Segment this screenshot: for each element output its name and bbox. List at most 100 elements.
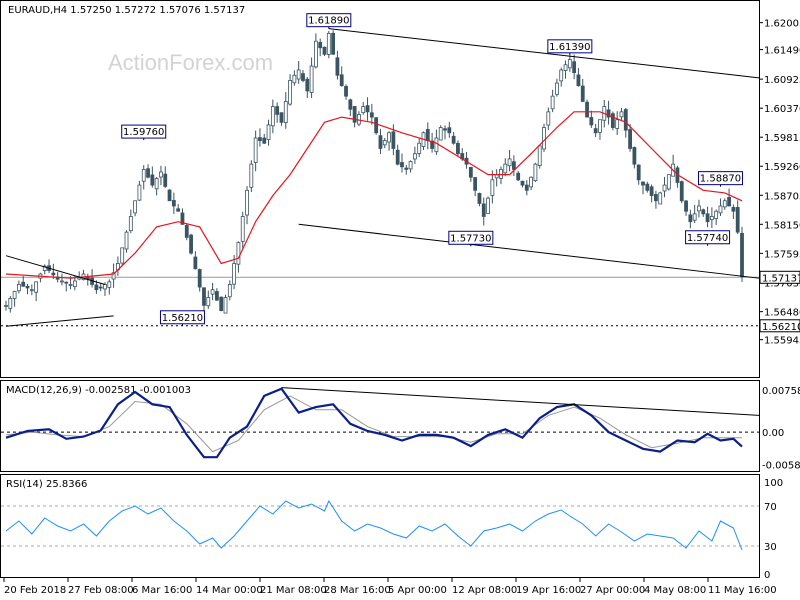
candle [417, 137, 422, 158]
time-tick: 20 Feb 2018 [4, 585, 66, 596]
candle [701, 208, 706, 217]
trendline [298, 223, 760, 279]
macd-tick: 0.007587 [762, 386, 800, 397]
candle [499, 166, 503, 185]
candle [171, 192, 176, 214]
candle [705, 206, 710, 228]
candle [163, 166, 168, 188]
candlestick-series [4, 30, 744, 314]
candle [322, 46, 327, 56]
candle [395, 144, 400, 166]
macd-y-axis: 0.007587 0.00 -0.005853 [762, 386, 800, 472]
candle [8, 296, 13, 313]
candle [240, 211, 245, 250]
candle [438, 125, 443, 141]
candle [124, 230, 129, 253]
candle [167, 189, 172, 202]
candle [279, 112, 284, 126]
candle [688, 209, 693, 229]
candle [232, 255, 237, 290]
level-text: 1.61390 [549, 42, 590, 53]
candle [137, 180, 142, 201]
price-tick: 1.58705 [764, 191, 800, 202]
candle [722, 198, 727, 210]
moving-average-line [5, 111, 743, 279]
candle [262, 133, 267, 144]
candle [619, 107, 624, 121]
level-label: 1.59760 [121, 124, 167, 141]
candle [666, 174, 671, 191]
current-price-tag: 1.57137 [759, 270, 800, 284]
candle [184, 223, 189, 241]
candle [649, 184, 654, 203]
candle [326, 31, 331, 59]
candle [159, 165, 163, 186]
watermark: ActionForex.com [108, 50, 273, 75]
level-label: 1.57730 [448, 230, 494, 247]
price-tick: 1.59260 [764, 162, 800, 173]
level-text: 1.57740 [687, 233, 728, 244]
candle [120, 247, 125, 267]
candle [98, 282, 103, 292]
candle [275, 102, 280, 123]
trendline [5, 255, 106, 285]
candle [740, 226, 744, 282]
level-label: 1.57740 [685, 230, 731, 246]
candle [309, 57, 314, 99]
candle [400, 153, 404, 173]
candle [141, 165, 146, 190]
candle [550, 89, 555, 113]
candle [21, 276, 26, 287]
time-tick: 5 Apr 00:00 [388, 585, 447, 596]
support-price-tag: 1.56210 [759, 319, 800, 333]
candle [714, 209, 719, 225]
candle [17, 280, 21, 294]
candle [296, 60, 301, 84]
candle [210, 282, 215, 301]
candle [361, 101, 366, 115]
macd-line [5, 387, 743, 459]
rsi-y-axis: 100 70 30 0 [764, 478, 783, 581]
trendline [328, 28, 760, 79]
candle [451, 131, 456, 145]
price-panel [0, 0, 760, 378]
candle [348, 98, 353, 117]
candle [215, 288, 219, 301]
candle [468, 166, 473, 182]
price-tick: 1.60925 [764, 75, 800, 86]
candle [529, 176, 533, 191]
level-label: 1.58870 [697, 171, 743, 187]
macd-panel [0, 380, 760, 472]
level-label: 1.61890 [306, 13, 352, 29]
candle [60, 273, 64, 286]
candle [223, 294, 228, 314]
time-tick: 6 Mar 16:00 [132, 585, 192, 596]
level-text: 1.57730 [450, 233, 491, 244]
time-tick: 21 Mar 08:00 [260, 585, 327, 596]
time-tick: 11 May 16:00 [708, 585, 777, 596]
macd-title: MACD(12,26,9) -0.002581 -0.001003 [6, 385, 191, 396]
time-tick: 14 Mar 00:00 [196, 585, 263, 596]
candle [197, 268, 202, 292]
price-title: EURAUD,H4 1.57250 1.57272 1.57076 1.5713… [8, 5, 245, 16]
candle [593, 123, 598, 137]
candle [288, 74, 292, 106]
candle [511, 155, 516, 177]
candle [94, 280, 99, 294]
candle [430, 132, 435, 153]
candle [318, 38, 323, 57]
rsi-tick: 0 [764, 570, 770, 581]
candle [443, 125, 447, 140]
candle [374, 116, 379, 135]
candle [412, 146, 417, 164]
candle [473, 177, 478, 197]
candle [615, 111, 620, 135]
candle [283, 92, 288, 129]
time-x-axis: 20 Feb 2018 27 Feb 08:006 Mar 16:00 14 Mar… [3, 578, 777, 596]
candle [206, 290, 211, 309]
macd-tick: -0.005853 [762, 461, 800, 472]
svg-text:1.57137: 1.57137 [762, 273, 800, 284]
price-tags: 1.57137 1.56210 [759, 270, 800, 333]
time-tick: 28 Mar 16:00 [324, 585, 391, 596]
trendlines [5, 28, 760, 327]
